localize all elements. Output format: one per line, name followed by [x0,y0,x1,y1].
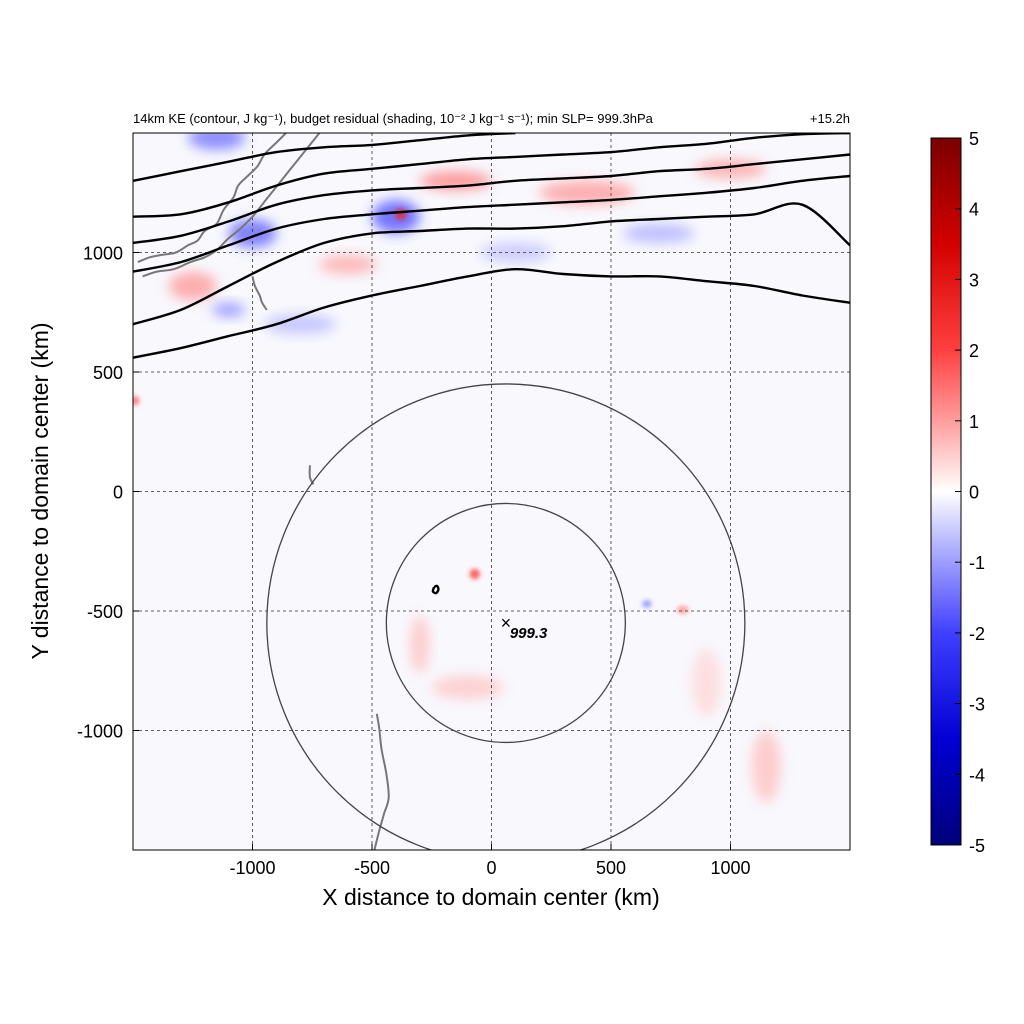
y-tick-label: 500 [93,363,123,383]
y-tick-label: -500 [87,602,123,622]
colorbar-tick-label: -1 [969,553,985,573]
x-tick-label: 500 [596,858,626,878]
positive-residual-blob [394,208,407,221]
positive-residual-blob [168,271,217,301]
y-tick-label: -1000 [77,722,123,742]
x-tick-label: -500 [354,858,390,878]
colorbar-tick-label: -2 [969,624,985,644]
colorbar-tick-label: 4 [969,200,979,220]
coastline [373,713,390,850]
coastline [251,276,268,311]
colorbar-tick-label: -3 [969,695,985,715]
colorbar-ticks: 5 4 3 2 1 0 -1 -2 -3 -4 -5 [955,129,985,856]
x-tick-label: 0 [486,858,496,878]
x-axis-label: X distance to domain center (km) [322,884,659,910]
ke-contour-line [133,133,850,218]
storm-center: × 999.3 [501,613,548,642]
chart-title: 14km KE (contour, J kg⁻¹), budget residu… [133,111,654,126]
positive-residual-blob [692,649,721,717]
positive-residual-blob [410,615,430,674]
x-tick-label: 1000 [710,858,750,878]
negative-residual-blob [187,133,246,150]
negative-residual-blob [264,314,337,334]
colorbar-tick-label: 2 [969,341,979,361]
ke-contour-line [133,267,850,359]
negative-residual-blob [211,302,246,318]
colorbar-tick-label: 5 [969,129,979,149]
ke-contour-line [133,153,850,245]
negative-residual-blob [622,223,695,243]
negative-residual-blob [642,599,652,608]
coastline [137,133,287,264]
ke-contour-line [133,202,850,326]
positive-residual-blob [133,395,140,406]
y-axis-label: Y distance to domain center (km) [27,322,53,659]
ke-contour-line [133,174,850,273]
x-tick-label: -1000 [229,858,275,878]
storm-center-marker: × [501,613,512,633]
positive-residual-blob [469,568,481,580]
negative-residual-blob [479,242,552,263]
positive-residual-blob [431,675,504,700]
colorbar-tick-label: 3 [969,270,979,290]
ke-contours [133,133,850,595]
min-slp-label: 999.3 [510,625,548,642]
y-tick-label: 1000 [83,244,123,264]
range-circles [266,383,746,850]
positive-residual-blob [319,254,377,275]
colorbar-tick-label: -5 [969,836,985,856]
colorbar-tick-label: -4 [969,765,985,785]
plot-layer [133,133,850,850]
colorbar-tick-label: 0 [969,483,979,503]
positive-residual-blob [676,605,689,615]
ke-contour-line [431,584,440,595]
range-circle [385,502,626,744]
y-axis-ticks: -1000 -500 0 500 1000 [77,244,139,742]
range-circle [266,383,746,850]
x-axis-ticks: -1000 -500 0 500 1000 [229,844,751,878]
ke-contour-line [133,133,516,182]
y-tick-label: 0 [113,483,123,503]
forecast-hour-label: +15.2h [810,111,850,126]
positive-residual-blob [752,730,781,803]
coastline [142,133,321,278]
coastlines [137,133,390,850]
colorbar-tick-label: 1 [969,412,979,432]
